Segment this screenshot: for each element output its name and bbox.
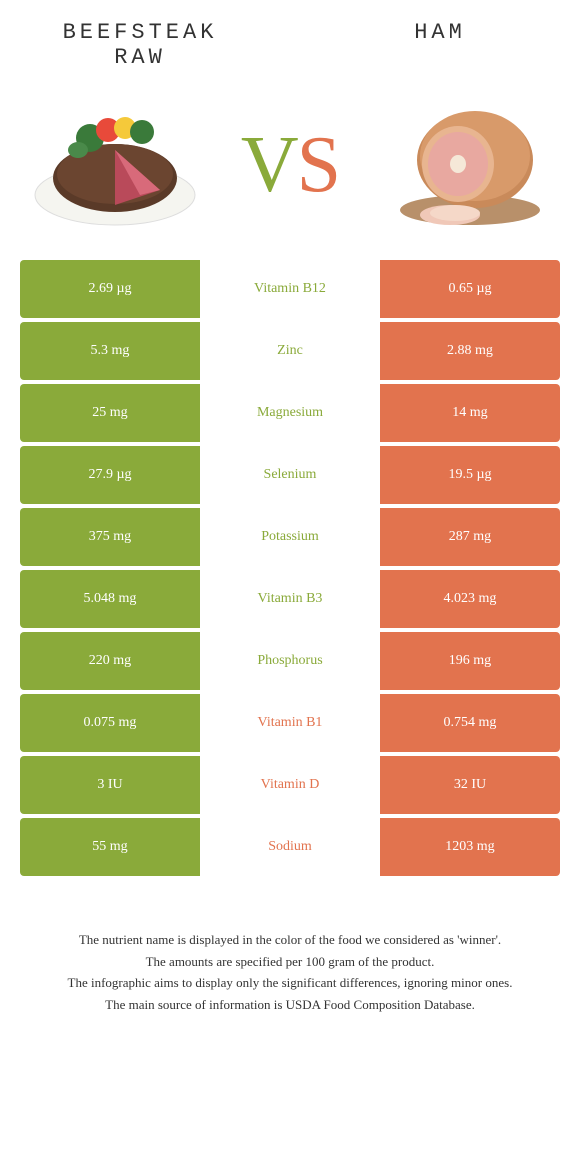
right-value: 287 mg bbox=[380, 508, 560, 566]
nutrient-label: Zinc bbox=[200, 322, 380, 380]
nutrient-row: 5.3 mgZinc2.88 mg bbox=[20, 322, 560, 380]
right-value: 4.023 mg bbox=[380, 570, 560, 628]
right-value: 14 mg bbox=[380, 384, 560, 442]
right-value: 196 mg bbox=[380, 632, 560, 690]
nutrient-row: 375 mgPotassium287 mg bbox=[20, 508, 560, 566]
footer-line: The amounts are specified per 100 gram o… bbox=[30, 952, 550, 972]
left-value: 25 mg bbox=[20, 384, 200, 442]
footer-line: The infographic aims to display only the… bbox=[30, 973, 550, 993]
title-left: Beefsteakraw bbox=[40, 20, 240, 70]
nutrient-label: Vitamin D bbox=[200, 756, 380, 814]
footer-notes: The nutrient name is displayed in the co… bbox=[0, 880, 580, 1046]
left-value: 3 IU bbox=[20, 756, 200, 814]
nutrient-label: Magnesium bbox=[200, 384, 380, 442]
nutrient-label: Selenium bbox=[200, 446, 380, 504]
nutrient-label: Vitamin B1 bbox=[200, 694, 380, 752]
nutrient-row: 55 mgSodium1203 mg bbox=[20, 818, 560, 876]
nutrient-table: 2.69 µgVitamin B120.65 µg5.3 mgZinc2.88 … bbox=[0, 260, 580, 876]
footer-line: The main source of information is USDA F… bbox=[30, 995, 550, 1015]
nutrient-row: 2.69 µgVitamin B120.65 µg bbox=[20, 260, 560, 318]
right-value: 32 IU bbox=[380, 756, 560, 814]
left-value: 0.075 mg bbox=[20, 694, 200, 752]
nutrient-row: 0.075 mgVitamin B10.754 mg bbox=[20, 694, 560, 752]
left-value: 27.9 µg bbox=[20, 446, 200, 504]
footer-line: The nutrient name is displayed in the co… bbox=[30, 930, 550, 950]
vs-label: VS bbox=[241, 120, 339, 211]
nutrient-label: Phosphorus bbox=[200, 632, 380, 690]
nutrient-row: 3 IUVitamin D32 IU bbox=[20, 756, 560, 814]
right-value: 1203 mg bbox=[380, 818, 560, 876]
left-value: 375 mg bbox=[20, 508, 200, 566]
ham-image bbox=[380, 100, 550, 230]
right-value: 0.754 mg bbox=[380, 694, 560, 752]
right-value: 19.5 µg bbox=[380, 446, 560, 504]
left-value: 5.048 mg bbox=[20, 570, 200, 628]
nutrient-label: Vitamin B12 bbox=[200, 260, 380, 318]
left-value: 220 mg bbox=[20, 632, 200, 690]
title-row: Beefsteakraw Ham bbox=[0, 0, 580, 80]
title-right: Ham bbox=[340, 20, 540, 70]
vs-s: S bbox=[297, 121, 340, 209]
nutrient-label: Sodium bbox=[200, 818, 380, 876]
left-value: 2.69 µg bbox=[20, 260, 200, 318]
nutrient-row: 27.9 µgSelenium19.5 µg bbox=[20, 446, 560, 504]
left-value: 55 mg bbox=[20, 818, 200, 876]
right-value: 0.65 µg bbox=[380, 260, 560, 318]
nutrient-label: Potassium bbox=[200, 508, 380, 566]
right-value: 2.88 mg bbox=[380, 322, 560, 380]
vs-v: V bbox=[241, 121, 297, 209]
left-value: 5.3 mg bbox=[20, 322, 200, 380]
hero-row: VS bbox=[0, 80, 580, 260]
nutrient-row: 5.048 mgVitamin B34.023 mg bbox=[20, 570, 560, 628]
nutrient-row: 25 mgMagnesium14 mg bbox=[20, 384, 560, 442]
nutrient-label: Vitamin B3 bbox=[200, 570, 380, 628]
nutrient-row: 220 mgPhosphorus196 mg bbox=[20, 632, 560, 690]
beefsteak-image bbox=[30, 100, 200, 230]
